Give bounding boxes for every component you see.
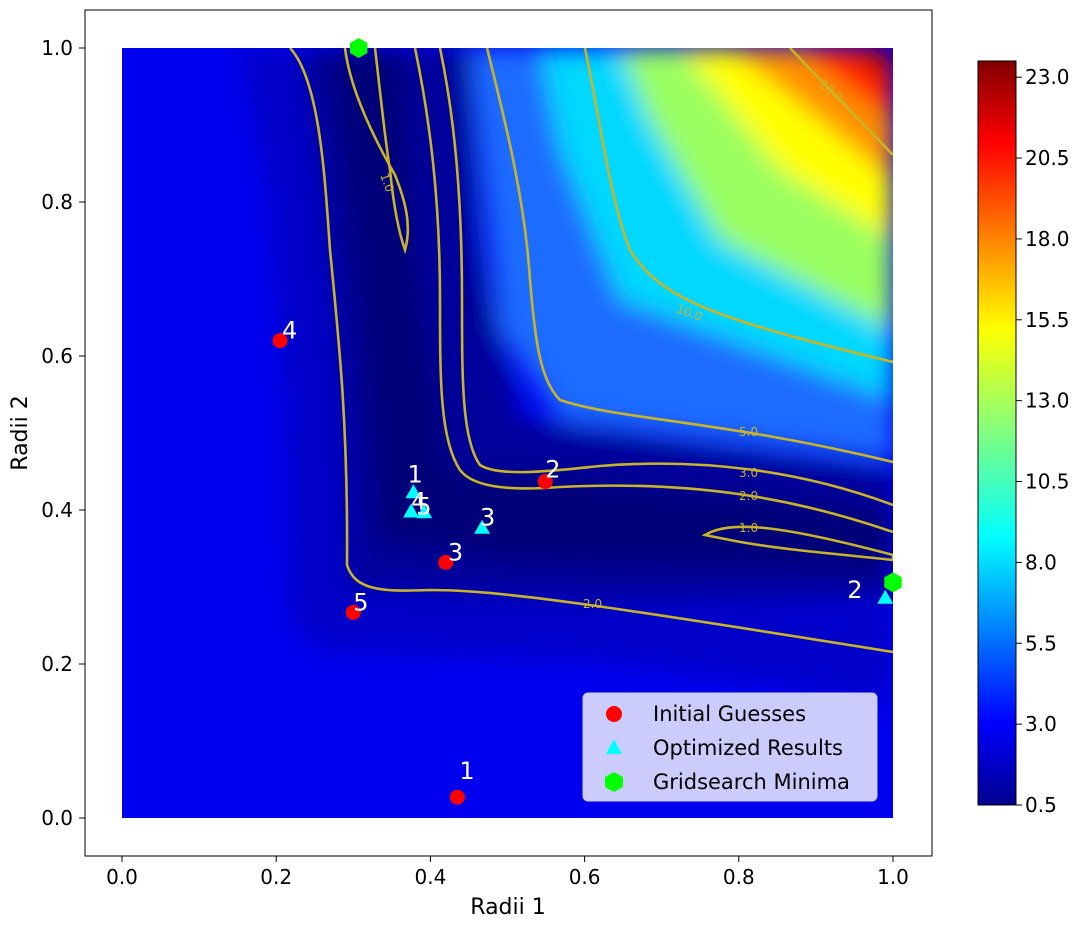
legend-label-initial: Initial Guesses [653, 702, 806, 726]
contour-label: 1.0 [377, 171, 397, 194]
legend-label-optimized: Optimized Results [653, 736, 843, 760]
colorbar-tick-label: 0.5 [1025, 793, 1057, 817]
gridsearch-minimum-point [884, 572, 902, 593]
colorbar-tick-label: 13.0 [1025, 389, 1070, 413]
initial-guess-point [438, 554, 454, 570]
colorbar-tick-label: 18.0 [1025, 227, 1070, 251]
colorbar: 0.5 3.0 5.5 8.0 10.5 13.0 15.5 18.0 20.5 23.0 [977, 60, 1070, 817]
colorbar-tick-label: 10.5 [1025, 470, 1070, 494]
legend-label-gridsearch: Gridsearch Minima [653, 770, 850, 794]
optimized-result-point [405, 484, 422, 499]
optimized-result-point [416, 504, 433, 519]
contour-line-10 [583, 48, 893, 364]
contour-line-5 [485, 48, 893, 464]
gridsearch-minimum-point [350, 38, 368, 58]
initial-guess-point [449, 789, 465, 805]
contour-line-20 [789, 48, 893, 156]
initial-guess-point [272, 333, 288, 349]
contour-line-1-right [701, 525, 893, 562]
contour-line-2-outer [289, 48, 893, 654]
contour-lines [289, 48, 893, 654]
contour-label: 1.0 [739, 521, 758, 535]
colorbar-tick-label: 20.5 [1025, 146, 1070, 170]
contour-label: 2.0 [739, 489, 758, 503]
initial-guess-label: 3 [448, 538, 463, 566]
contour-line-1-top [343, 48, 410, 255]
colorbar-ticks: 0.5 3.0 5.5 8.0 10.5 13.0 15.5 18.0 20.5 23.0 [1016, 65, 1070, 817]
x-tick-label: 0.2 [260, 865, 292, 889]
colorbar-tick-label: 8.0 [1025, 550, 1057, 574]
x-tick-label: 1.0 [877, 865, 909, 889]
contour-line-3 [438, 48, 893, 507]
axes: 0.0 0.2 0.4 0.6 0.8 1.0 0.0 0.2 0.4 0.6 0.8 1.0 [41, 36, 909, 889]
initial-guess-label: 1 [459, 757, 474, 785]
optimized-result-label: 1 [407, 460, 422, 488]
y-axis-label: Radii 2 [8, 395, 33, 470]
colorbar-bar [977, 60, 1017, 806]
contour-label: 5.0 [739, 425, 758, 439]
optimized-result-point [877, 589, 894, 604]
legend-marker-optimized [606, 739, 622, 754]
x-axis-label: Radii 1 [470, 895, 545, 920]
colorbar-tick-label: 3.0 [1025, 712, 1057, 736]
y-tick-label: 0.8 [41, 190, 73, 214]
initial-guess-label: 5 [353, 588, 368, 616]
optimized-result-label: 2 [847, 576, 862, 604]
x-tick-label: 0.0 [106, 865, 138, 889]
y-tick-label: 1.0 [41, 36, 73, 60]
y-tick-label: 0.4 [41, 498, 73, 522]
legend-box [582, 692, 878, 802]
initial-guess-label: 4 [282, 317, 297, 345]
initial-guess-point [345, 604, 361, 620]
initial-guess-label: 2 [545, 456, 560, 484]
y-tick-label: 0.6 [41, 344, 73, 368]
y-tick-label: 0.2 [41, 652, 73, 676]
contour-line-2-inner [413, 48, 893, 534]
optimized-result-label: 4 [411, 488, 426, 516]
contour-field [122, 48, 893, 818]
optimized-result-point [403, 503, 420, 518]
legend-marker-initial [606, 706, 622, 722]
legend-marker-gridsearch [605, 772, 623, 792]
colorbar-tick-label: 5.5 [1025, 631, 1057, 655]
contour-label: 2.0 [583, 597, 602, 611]
colorbar-tick-label: 23.0 [1025, 65, 1070, 89]
contour-label: 3.0 [739, 466, 758, 480]
colorbar-tick-label: 15.5 [1025, 308, 1070, 332]
optimized-result-point [474, 519, 491, 534]
x-tick-label: 0.8 [723, 865, 755, 889]
x-tick-label: 0.4 [414, 865, 446, 889]
y-tick-label: 0.0 [41, 806, 73, 830]
optimized-result-label: 3 [480, 504, 495, 532]
x-tick-label: 0.6 [569, 865, 601, 889]
initial-guess-point [537, 474, 553, 490]
optimized-result-label: 5 [416, 492, 431, 520]
legend: Initial Guesses Optimized Results Gridse… [582, 692, 878, 802]
